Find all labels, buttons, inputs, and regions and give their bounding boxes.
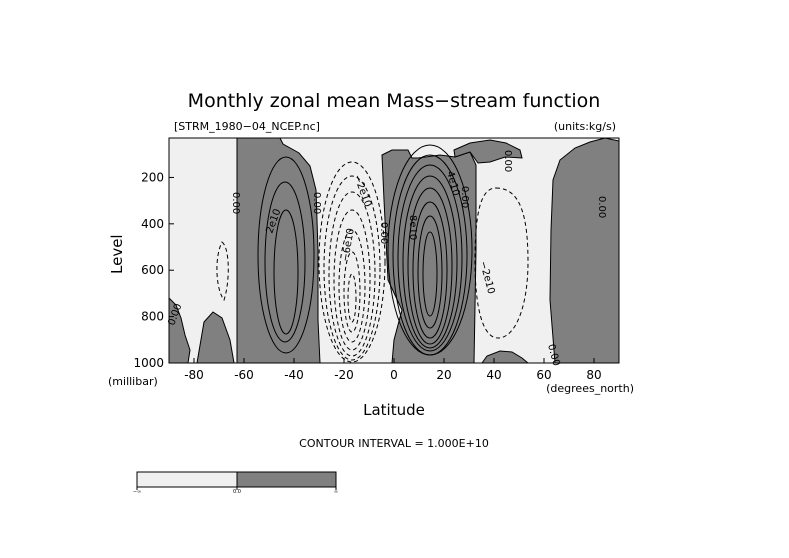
x-tick-label: -60 (234, 368, 254, 382)
contour-line (273, 209, 299, 335)
contour-line (264, 181, 306, 343)
y-tick-label: 200 (141, 170, 164, 184)
contour-label: 8e10 (407, 215, 418, 240)
colorbar-label: ∞ (334, 489, 338, 495)
colorbar-negative (136, 471, 238, 488)
x-tick-label: 40 (486, 368, 501, 382)
contour-line (338, 229, 366, 343)
contour-line (216, 241, 229, 302)
negative-contours (216, 161, 529, 363)
x-tick-label: 60 (536, 368, 551, 382)
y-axis: 200 400 600 800 1000 (133, 170, 174, 370)
plot-area: 0.00 0.00 2e10 0.00 −2e10 −6e10 0.00 4e1… (166, 137, 620, 367)
colorbar-positive (236, 471, 337, 488)
x-axis-title: Latitude (363, 401, 425, 419)
y-tick-label: 600 (141, 263, 164, 277)
contour-line (412, 201, 448, 339)
x-tick-label: -40 (284, 368, 304, 382)
y-axis-title: Level (108, 234, 126, 274)
x-tick-label: 0 (390, 368, 398, 382)
colorbar-label: −∞ (133, 489, 141, 495)
y-tick-label: 400 (141, 217, 164, 231)
positive-region-ferrel-sh (236, 137, 321, 364)
contour-label: 0.00 (502, 150, 513, 172)
positive-region-nh-polar (549, 137, 620, 364)
contour-line (323, 175, 381, 361)
x-units-label: (degrees_north) (546, 382, 634, 395)
chart-title: Monthly zonal mean Mass−stream function (188, 90, 601, 112)
contour-line (257, 156, 315, 354)
positive-contours (257, 144, 473, 356)
contour-line (328, 191, 376, 357)
contour-line (333, 209, 371, 351)
colorbar: −∞ 0.0 ∞ (133, 471, 338, 495)
contour-label: 0.00 (596, 196, 607, 218)
contour-line (343, 251, 361, 333)
y-units-label: (millibar) (108, 375, 158, 388)
colorbar-label: 0.0 (233, 489, 241, 495)
x-tick-label: -80 (184, 368, 204, 382)
contour-line (417, 215, 443, 329)
file-label: [STRM_1980−04_NCEP.nc] (174, 120, 320, 133)
contour-label: 0.00 (378, 222, 389, 244)
contour-label: 0.00 (459, 186, 470, 208)
x-axis: -80 -60 -40 -20 0 20 40 60 80 (184, 358, 602, 382)
contour-line (392, 154, 468, 356)
x-tick-label: 20 (436, 368, 451, 382)
x-tick-label: -20 (334, 368, 354, 382)
contour-line (347, 273, 357, 323)
contour-line (397, 164, 463, 352)
contour-line (407, 187, 453, 345)
contour-line (474, 187, 529, 339)
y-tick-label: 1000 (133, 356, 164, 370)
contour-interval-label: CONTOUR INTERVAL = 1.000E+10 (299, 437, 489, 450)
positive-region-upper-nh (453, 139, 523, 164)
units-label: (units:kg/s) (554, 120, 616, 133)
contour-label: 0.00 (311, 192, 322, 214)
contour-line (318, 161, 386, 363)
contour-line (422, 231, 438, 317)
contour-label: 0.00 (230, 192, 241, 214)
y-tick-label: 800 (141, 310, 164, 324)
contour-line (402, 175, 458, 349)
x-tick-label: 80 (586, 368, 601, 382)
